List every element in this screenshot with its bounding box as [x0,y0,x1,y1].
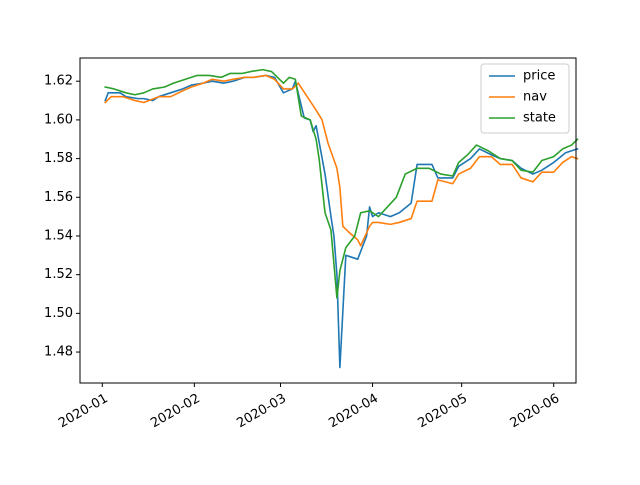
y-tick-label: 1.54 [44,228,73,243]
series-line-nav [104,74,579,247]
legend-label-price: price [523,69,555,84]
plot-area-frame [79,57,577,384]
series-lines [104,68,579,369]
y-tick-label: 1.56 [44,190,73,205]
y-axis: 1.48 1.50 1.52 1.54 1.56 1.58 1.60 1.62 [44,74,80,360]
series-line-state [104,68,579,299]
y-tick-label: 1.50 [44,306,73,321]
y-tick-label: 1.52 [44,267,73,282]
y-tick-label: 1.58 [44,151,73,166]
legend-box [480,63,570,134]
y-tick-label: 1.48 [44,345,73,360]
legend-label-nav: nav [523,90,547,105]
series-line-price [104,74,579,369]
y-tick-label: 1.62 [44,74,73,89]
legend-label-state: state [523,111,556,126]
y-tick-label: 1.60 [44,112,73,127]
legend: price nav state [480,63,570,134]
